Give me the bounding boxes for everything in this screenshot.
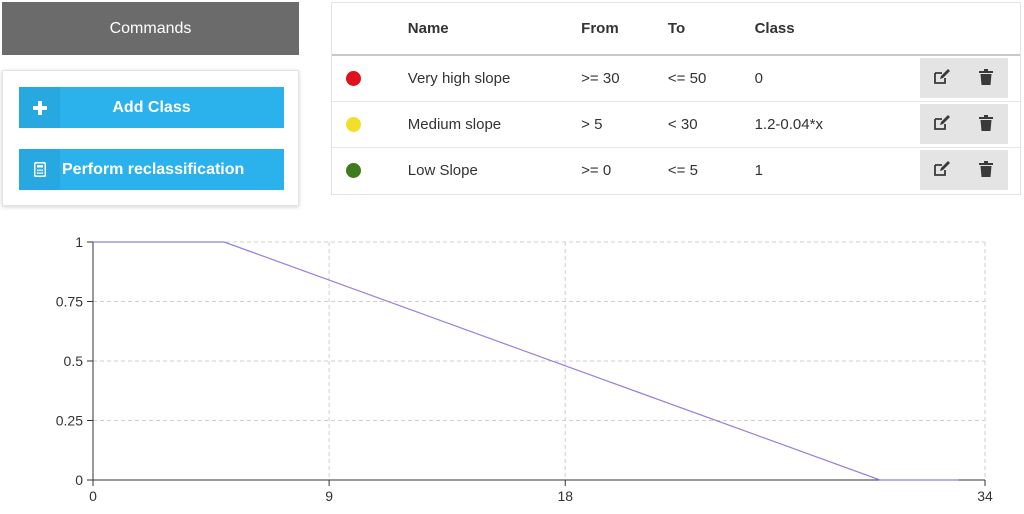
series-line bbox=[93, 241, 959, 481]
table-header-row: Name From To Class bbox=[332, 3, 1020, 55]
table-row: Low Slope >= 0 <= 5 1 bbox=[332, 147, 1020, 193]
commands-header: Commands bbox=[2, 2, 299, 55]
y-tick-label: 0.25 bbox=[56, 413, 83, 429]
trash-icon bbox=[979, 68, 993, 88]
delete-row-button[interactable] bbox=[964, 150, 1008, 191]
header-color bbox=[332, 3, 408, 55]
add-class-label: Add Class bbox=[112, 98, 191, 116]
perform-reclassification-label: Perform reclassification bbox=[62, 160, 245, 178]
table-row: Very high slope >= 30 <= 50 0 bbox=[332, 55, 1020, 101]
class-color-dot bbox=[346, 117, 361, 133]
class-from: >= 30 bbox=[581, 69, 620, 87]
plus-icon bbox=[19, 87, 60, 128]
class-value: 0 bbox=[754, 69, 763, 87]
class-to: <= 50 bbox=[667, 69, 707, 87]
chart-svg: 0 9 18 34 0 0.25 0.5 0.75 1 bbox=[56, 234, 993, 504]
y-tick-label: 0.75 bbox=[56, 294, 83, 310]
class-to: <= 5 bbox=[667, 161, 698, 179]
class-to: < 30 bbox=[667, 115, 698, 133]
x-tick-label: 0 bbox=[89, 488, 97, 504]
edit-row-button[interactable] bbox=[920, 58, 964, 99]
header-name: Name bbox=[407, 20, 449, 37]
table-row: Medium slope > 5 < 30 1.2-0.04*x bbox=[332, 101, 1020, 147]
header-class: Class bbox=[754, 20, 795, 37]
x-tick-label: 34 bbox=[977, 488, 993, 504]
trash-icon bbox=[979, 160, 993, 180]
add-class-button[interactable]: Add Class bbox=[19, 87, 284, 128]
calculator-icon bbox=[19, 149, 60, 190]
y-tick-label: 0 bbox=[75, 472, 83, 488]
edit-icon bbox=[933, 114, 951, 134]
class-from: >= 0 bbox=[581, 161, 612, 179]
classes-table-panel: Name From To Class Very high slope >= 30 <… bbox=[331, 2, 1021, 195]
commands-panel: Add Class Perform reclassification bbox=[2, 70, 299, 206]
edit-row-button[interactable] bbox=[920, 150, 964, 191]
delete-row-button[interactable] bbox=[964, 58, 1008, 99]
class-name: Low Slope bbox=[407, 161, 478, 179]
edit-icon bbox=[933, 160, 951, 180]
class-name: Medium slope bbox=[407, 115, 502, 133]
x-tick-label: 18 bbox=[557, 488, 573, 504]
class-name: Very high slope bbox=[407, 69, 511, 87]
y-tick-label: 0.5 bbox=[64, 353, 84, 369]
classes-table: Name From To Class Very high slope >= 30 <… bbox=[332, 3, 1020, 193]
header-actions bbox=[920, 3, 1020, 55]
header-to: To bbox=[667, 20, 686, 37]
x-tick-label: 9 bbox=[325, 488, 333, 504]
membership-chart: 0 9 18 34 0 0.25 0.5 0.75 1 bbox=[0, 228, 1024, 514]
class-value: 1.2-0.04*x bbox=[754, 115, 823, 133]
edit-row-button[interactable] bbox=[920, 104, 964, 144]
y-tick-label: 1 bbox=[75, 234, 83, 250]
header-from: From bbox=[581, 20, 619, 37]
class-from: > 5 bbox=[581, 115, 603, 133]
delete-row-button[interactable] bbox=[964, 104, 1008, 144]
edit-icon bbox=[933, 68, 951, 88]
class-value: 1 bbox=[754, 161, 763, 179]
class-color-dot bbox=[346, 71, 361, 87]
class-color-dot bbox=[346, 163, 361, 179]
trash-icon bbox=[979, 114, 993, 134]
perform-reclassification-button[interactable]: Perform reclassification bbox=[19, 149, 284, 190]
